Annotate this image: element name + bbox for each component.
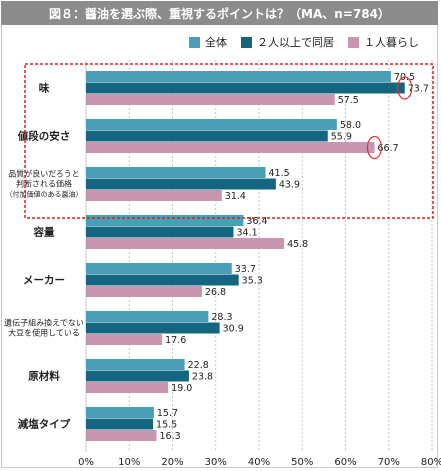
value-label: 73.7 [408, 84, 429, 95]
category-label: 容量 [33, 226, 55, 239]
category-label: 判断される価格 [16, 179, 72, 189]
category-label: 原材料 [28, 370, 60, 383]
legend-swatch-0 [189, 36, 200, 48]
bar [86, 407, 154, 418]
value-label: 66.7 [377, 143, 398, 154]
x-tick-label: 70% [378, 457, 400, 468]
value-label: 33.7 [235, 264, 256, 275]
value-label: 31.4 [225, 191, 246, 202]
bar [86, 334, 163, 345]
value-label: 17.6 [165, 335, 186, 346]
bar [86, 190, 222, 201]
value-label: 22.8 [188, 360, 209, 371]
value-label: 30.9 [223, 324, 244, 335]
value-label: 34.1 [236, 228, 257, 239]
bar [86, 130, 328, 142]
category-label: 値段の安さ [17, 130, 71, 143]
legend-label-2: １人暮らし [364, 36, 419, 49]
bar [86, 263, 232, 274]
value-label: 28.3 [211, 312, 232, 323]
x-tick-label: 0% [78, 457, 94, 468]
bar [86, 274, 239, 286]
value-label: 15.5 [156, 420, 177, 431]
bar [86, 71, 391, 82]
bar [86, 215, 244, 226]
bar [86, 142, 375, 153]
x-tick-label: 20% [161, 457, 183, 468]
x-tick-label: 80% [421, 457, 441, 468]
value-label: 19.0 [171, 383, 192, 394]
bar [86, 359, 185, 370]
bar [86, 238, 285, 249]
value-label: 16.3 [159, 431, 180, 442]
bar [86, 226, 234, 238]
bar [86, 286, 202, 297]
x-tick-label: 60% [334, 457, 356, 468]
value-label: 58.0 [340, 120, 361, 131]
legend-swatch-2 [348, 36, 359, 48]
value-label: 43.9 [279, 180, 300, 191]
value-label: 15.7 [157, 408, 178, 419]
bar [86, 370, 189, 382]
category-label: 大豆を使用している [8, 328, 80, 338]
bar [86, 430, 157, 441]
category-label: 味 [39, 82, 50, 95]
value-label: 57.5 [338, 95, 359, 106]
legend-label-0: 全体 [205, 36, 227, 49]
value-label: 26.8 [205, 287, 226, 298]
category-label: 遺伝子組み換えでない [4, 318, 84, 328]
bar [86, 82, 405, 94]
bar [86, 119, 337, 130]
x-tick-label: 50% [291, 457, 313, 468]
category-label: メーカー [23, 275, 65, 287]
value-label: 41.5 [268, 168, 289, 179]
x-tick-label: 30% [205, 457, 227, 468]
x-tick-label: 40% [248, 457, 270, 468]
highlight-box [24, 63, 434, 219]
category-label: 減塩タイプ [18, 418, 71, 431]
bar [86, 322, 220, 334]
x-tick-label: 10% [118, 457, 140, 468]
category-label: （付加価値のある醤油） [6, 190, 83, 199]
legend-swatch-1 [241, 36, 252, 48]
legend-item-2: １人暮らし [348, 34, 419, 50]
value-label: 36.4 [246, 216, 267, 227]
chart-title: 図８：醤油を選ぶ際、重視するポイントは？（MA、n=784） [1, 1, 438, 25]
bar [86, 382, 169, 393]
bar [86, 167, 266, 178]
legend-label-1: ２人以上で同居 [257, 36, 334, 49]
bar [86, 418, 154, 430]
legend-item-1: ２人以上で同居 [241, 34, 334, 50]
bar [86, 311, 209, 322]
highlight-circle [366, 135, 383, 160]
category-label: 品質が良いだろうと [8, 169, 80, 179]
value-label: 23.8 [192, 372, 213, 383]
value-label: 35.3 [242, 276, 263, 287]
highlight-circle [397, 76, 413, 100]
value-label: 55.9 [331, 132, 352, 143]
bar [86, 178, 276, 190]
bar [86, 94, 335, 105]
value-label: 45.8 [287, 239, 308, 250]
legend-item-0: 全体 [189, 34, 227, 50]
chart-legend: 全体 ２人以上で同居 １人暮らし [189, 34, 419, 50]
